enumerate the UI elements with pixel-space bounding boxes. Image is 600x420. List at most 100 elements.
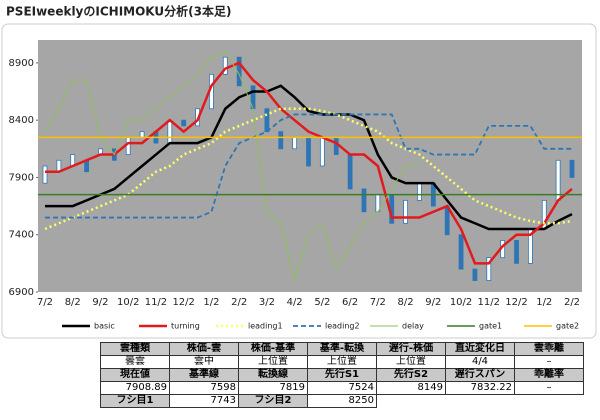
x-tick-label: 3/2 (259, 297, 275, 308)
table-cell: – (514, 381, 584, 395)
candle (417, 182, 422, 201)
table-cell: 8149 (376, 381, 446, 395)
y-tick-label: 8400 (9, 115, 34, 126)
x-tick-label: 2/2 (231, 297, 247, 308)
candle (42, 165, 48, 184)
x-tick-label: 8/2 (398, 297, 414, 308)
x-tick-label: 12/2 (172, 297, 194, 308)
candle (222, 56, 228, 75)
candle (167, 119, 173, 144)
candle (472, 268, 478, 281)
x-tick-label: 5/2 (314, 297, 330, 308)
candle (292, 136, 298, 150)
candle (139, 131, 145, 138)
table-cell: 基準-転換 (307, 342, 377, 356)
table-cell: 雲中 (169, 355, 239, 369)
table-cell: 雲乖離 (514, 342, 584, 356)
table-cell: 7819 (238, 381, 308, 395)
summary-table: 雲種類 株価-雲 株価-基準 基準-転換 遅行-株価 直近変化日 雲乖離 曇雲 雲中 上位置 上位置… (100, 342, 584, 408)
table-cell: 現在値 (100, 368, 170, 382)
candle (361, 188, 367, 213)
legend-label: gate1 (479, 322, 502, 331)
table-cell: 上位置 (238, 355, 308, 369)
x-tick-label: 10/2 (450, 297, 472, 308)
candle (486, 257, 492, 281)
series-line (44, 50, 420, 283)
candle (306, 136, 311, 167)
table-cell: 乖離率 (514, 368, 584, 382)
table-cell: 株価-基準 (238, 342, 308, 356)
table-cell: 雲種類 (100, 342, 170, 356)
x-tick-label: 1/2 (203, 297, 219, 308)
table-cell: フシ目2 (238, 394, 308, 408)
table-row: 曇雲 雲中 上位置 上位置 上位置 4/4– (100, 355, 584, 369)
table-row: 現在値 基準線 転換線 先行S1 先行S2 遅行スパン 乖離率 (100, 368, 584, 382)
x-tick-label: 7/2 (370, 297, 386, 308)
y-tick-label: 7400 (9, 230, 34, 241)
y-tick-label: 8900 (9, 58, 34, 69)
table-cell: 株価-雲 (169, 342, 239, 356)
table-cell: 曇雲 (100, 355, 170, 369)
table-cell: 先行S2 (376, 368, 446, 382)
chart-border (1, 23, 597, 339)
series-line (45, 84, 573, 231)
candle (458, 234, 464, 270)
legend-label: turning (171, 322, 200, 331)
legend-label: delay (402, 322, 424, 331)
x-tick-label: 12/2 (505, 297, 527, 308)
y-tick-label: 6900 (9, 287, 34, 298)
table-cell: 7908.89 (100, 381, 170, 395)
table-cell: 上位置 (376, 355, 446, 369)
legend-label: basic (94, 322, 115, 331)
x-tick-label: 1/2 (536, 297, 552, 308)
candle (278, 131, 284, 150)
x-tick-label: 8/2 (65, 297, 81, 308)
series-line (45, 61, 573, 265)
table-row: フシ目1 7743 フシ目2 8250 (100, 394, 584, 408)
candle (181, 119, 187, 127)
table-cell: 7524 (307, 381, 377, 395)
x-tick-label: 7/2 (37, 297, 53, 308)
x-tick-label: 6/2 (342, 297, 358, 308)
x-tick-label: 11/2 (478, 297, 500, 308)
x-tick-label: 4/2 (287, 297, 303, 308)
candle (264, 108, 270, 133)
table-cell: 7743 (169, 394, 239, 408)
series-line (44, 107, 573, 231)
chart: PSEIweeklyのICHIMOKU分析(3本足) 6900 7400 7900 8… (1, 4, 597, 339)
candle (125, 136, 131, 155)
table-cell: 7598 (169, 381, 239, 395)
legend-label: leading1 (248, 322, 283, 331)
table-row: 雲種類 株価-雲 株価-基準 基準-転換 遅行-株価 直近変化日 雲乖離 (100, 342, 584, 356)
x-tick-label: 9/2 (425, 297, 441, 308)
table-cell: 転換線 (238, 368, 308, 382)
table-cell: 基準線 (169, 368, 239, 382)
y-tick-label: 7900 (9, 172, 34, 183)
x-tick-label: 10/2 (117, 297, 139, 308)
table-row: 7908.89 7598 7819 7524 8149 7832.22– (100, 381, 584, 395)
legend-label: leading2 (325, 322, 360, 331)
table-cell: フシ目1 (100, 394, 170, 408)
candle (333, 136, 339, 155)
candle (514, 240, 519, 264)
candle (403, 199, 408, 224)
candle (347, 154, 353, 190)
table-cell: 遅行-株価 (376, 342, 446, 356)
table-cell: 8250 (307, 394, 377, 408)
x-tick-label: 9/2 (92, 297, 108, 308)
table-cell: 4/4 (445, 355, 515, 369)
table-cell: – (514, 355, 584, 369)
candle (319, 136, 325, 167)
table-cell: 上位置 (307, 355, 377, 369)
table-cell: 遅行スパン (445, 368, 515, 382)
series-line (45, 113, 572, 219)
table-cell: 7832.22 (445, 381, 515, 395)
candle (569, 159, 575, 178)
x-tick-label: 2/2 (564, 297, 580, 308)
x-tick-label: 11/2 (145, 297, 167, 308)
table-cell: 直近変化日 (445, 342, 515, 356)
table-cell: 先行S1 (307, 368, 377, 382)
legend-label: gate2 (556, 322, 579, 331)
chart-title: PSEIweeklyのICHIMOKU分析(3本足) (6, 4, 231, 19)
